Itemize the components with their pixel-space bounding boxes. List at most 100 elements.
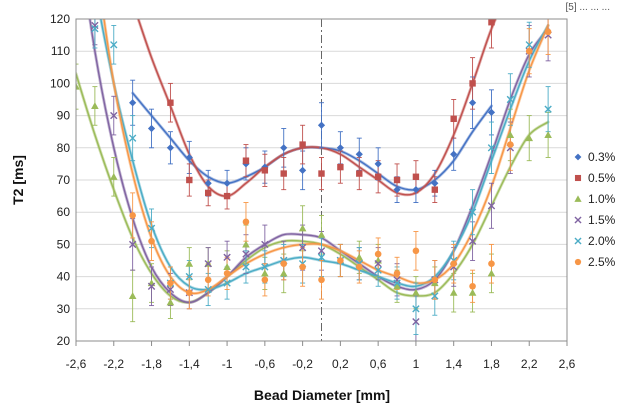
data-point-2-5pct (204, 276, 212, 284)
x-tick-label: 0,6 (370, 357, 387, 371)
y-tick-label: 70 (57, 173, 71, 187)
data-point-1-5pct (91, 21, 99, 30)
data-point-1-5pct (110, 111, 118, 120)
data-point-0-3pct (166, 144, 175, 152)
data-point-2-0pct (431, 292, 439, 300)
data-point-1-5pct (166, 285, 175, 294)
fit-curve-halo-0-3pct (131, 91, 493, 192)
data-point-2-0pct (468, 208, 477, 216)
data-point-2-0pct (317, 253, 326, 261)
data-point-2-5pct (318, 276, 325, 284)
data-point-0-5pct (431, 186, 439, 193)
data-point-2-5pct (431, 276, 439, 284)
y-tick-label: 80 (57, 141, 71, 155)
data-point-2-5pct (186, 289, 193, 297)
y-tick-label: 30 (57, 302, 71, 316)
data-point-2-0pct (223, 279, 231, 287)
x-tick-label: 1,8 (483, 357, 500, 371)
data-point-0-5pct (337, 163, 344, 171)
x-tick-label: 1 (413, 357, 420, 371)
data-point-2-5pct (412, 247, 420, 255)
data-point-0-5pct (412, 173, 420, 180)
data-point-2-5pct (544, 28, 552, 36)
data-point-1-5pct (317, 247, 326, 255)
page-header-fragment: [5] ... ... ... (566, 2, 610, 13)
data-point-0-5pct (356, 170, 363, 177)
data-point-0-3pct (355, 150, 363, 158)
data-point-2-5pct (525, 47, 533, 55)
legend-label-1-5pct: 1.5% (588, 213, 616, 227)
data-point-1-5pct (223, 253, 231, 261)
fit-curve-2-0pct (100, 19, 549, 291)
data-point-1-0pct (91, 102, 99, 109)
data-point-0-5pct (204, 189, 212, 197)
data-point-0-5pct (488, 19, 495, 26)
data-point-2-5pct (223, 270, 231, 277)
data-point-1-0pct (355, 253, 364, 261)
data-point-1-0pct (525, 134, 534, 142)
data-point-2-0pct (374, 266, 382, 274)
data-point-0-3pct (412, 186, 420, 194)
legend-marker-1-0pct (574, 195, 582, 202)
data-point-0-3pct (223, 179, 231, 187)
legend-label-0-5pct: 0.5% (588, 171, 616, 185)
legend-label-1-0pct: 1.0% (588, 192, 616, 206)
fit-curves (76, 19, 550, 304)
y-tick-label: 110 (51, 44, 70, 58)
data-point-2-5pct (450, 260, 457, 268)
plot-frame (75, 18, 568, 342)
data-point-1-0pct (109, 172, 118, 180)
legend-label-0-3pct: 0.3% (588, 150, 616, 164)
x-tick-label: -1,8 (141, 357, 162, 371)
data-point-1-5pct (261, 240, 269, 249)
x-axis-title: Bead Diameter [mm] (254, 387, 390, 403)
data-point-1-0pct (412, 288, 420, 296)
data-point-1-5pct (147, 282, 156, 290)
data-point-1-0pct (506, 131, 515, 138)
data-point-1-0pct (76, 82, 80, 90)
data-point-0-3pct (204, 179, 212, 187)
data-point-1-5pct (468, 237, 477, 245)
y-tick-label: 20 (57, 334, 71, 348)
data-point-2-5pct (488, 260, 495, 268)
y-axis-title: T2 [ms] (10, 155, 26, 205)
data-point-1-0pct (261, 269, 269, 277)
data-point-1-0pct (128, 292, 137, 299)
data-point-0-5pct (393, 176, 401, 184)
fit-curve-halo-0-5pct (136, 19, 498, 198)
data-point-0-3pct (185, 153, 193, 162)
data-point-2-5pct (374, 250, 382, 258)
y-tick-label: 50 (57, 237, 71, 251)
data-point-0-5pct (242, 157, 250, 164)
legend-label-2-5pct: 2.5% (588, 255, 616, 269)
fit-curve-0-5pct (137, 19, 497, 197)
data-point-0-3pct (129, 99, 137, 107)
data-point-1-5pct (487, 202, 496, 210)
data-point-1-0pct (393, 282, 401, 290)
data-point-1-5pct (242, 250, 250, 258)
data-point-2-0pct (185, 272, 194, 281)
data-point-0-5pct (280, 170, 287, 177)
x-tick-label: -2,2 (103, 357, 124, 371)
data-point-2-5pct (469, 282, 476, 290)
data-point-1-5pct (298, 243, 307, 252)
data-point-1-0pct (223, 263, 231, 270)
y-axis-ticks: 20 30 40 50 60 70 80 90 100 110 120 (50, 12, 70, 348)
error-bars (76, 19, 551, 341)
data-point-2-5pct (507, 141, 514, 148)
data-point-0-3pct (468, 99, 477, 107)
y-tick-label: 90 (57, 109, 71, 123)
data-point-2-5pct (261, 276, 269, 284)
data-point-0-5pct (450, 115, 457, 123)
data-point-2-0pct (242, 263, 250, 271)
x-tick-label: -2,6 (66, 357, 87, 371)
data-point-0-3pct (261, 163, 269, 171)
data-markers (76, 19, 552, 326)
data-point-0-3pct (280, 144, 288, 152)
data-point-2-5pct (148, 237, 155, 245)
data-point-2-5pct (355, 263, 363, 271)
data-point-1-0pct (544, 131, 552, 138)
data-point-0-5pct (374, 173, 382, 180)
data-point-0-3pct (431, 179, 439, 187)
